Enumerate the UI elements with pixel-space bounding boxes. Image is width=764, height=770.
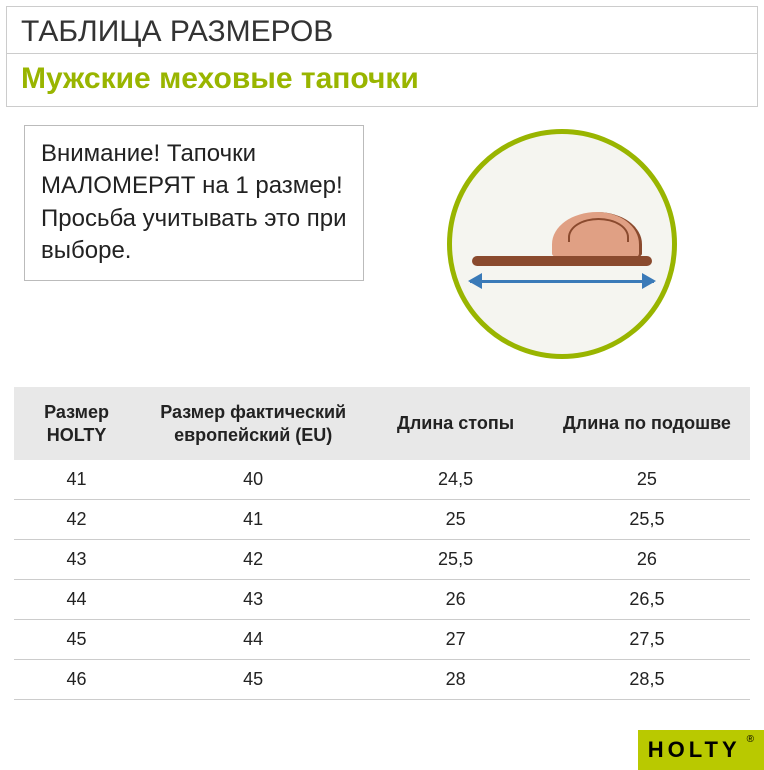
header-box: ТАБЛИЦА РАЗМЕРОВ Мужские меховые тапочки	[6, 6, 758, 107]
title-row: ТАБЛИЦА РАЗМЕРОВ	[7, 7, 757, 54]
table-row: 414024,525	[14, 460, 750, 500]
table-cell: 28	[367, 660, 544, 700]
table-cell: 44	[14, 580, 139, 620]
measurement-arrow-icon	[470, 280, 654, 283]
table-cell: 28,5	[544, 660, 750, 700]
table-cell: 46	[14, 660, 139, 700]
table-cell: 25,5	[367, 540, 544, 580]
col-header-holty: Размер HOLTY	[14, 387, 139, 460]
table-cell: 44	[139, 620, 367, 660]
table-header-row: Размер HOLTY Размер фактический европейс…	[14, 387, 750, 460]
info-section: Внимание! Тапочки МАЛОМЕРЯТ на 1 размер!…	[0, 107, 764, 369]
brand-logo: HOLTY	[648, 737, 741, 763]
slipper-sole-icon	[472, 256, 652, 266]
slipper-upper-icon	[552, 212, 642, 258]
table-cell: 26	[544, 540, 750, 580]
table-row: 45442727,5	[14, 620, 750, 660]
logo-bar: HOLTY ®	[638, 730, 764, 770]
table-head: Размер HOLTY Размер фактический европейс…	[14, 387, 750, 460]
page-subtitle: Мужские меховые тапочки	[21, 62, 743, 96]
table-cell: 43	[139, 580, 367, 620]
slipper-illustration	[447, 129, 677, 359]
warning-box: Внимание! Тапочки МАЛОМЕРЯТ на 1 размер!…	[24, 125, 364, 281]
table-cell: 25	[544, 460, 750, 500]
col-header-foot: Длина стопы	[367, 387, 544, 460]
table-cell: 42	[14, 500, 139, 540]
table-body: 414024,52542412525,5434225,52644432626,5…	[14, 460, 750, 700]
table-cell: 25,5	[544, 500, 750, 540]
table-cell: 42	[139, 540, 367, 580]
table-cell: 43	[14, 540, 139, 580]
table-cell: 25	[367, 500, 544, 540]
table-cell: 41	[14, 460, 139, 500]
table-row: 42412525,5	[14, 500, 750, 540]
illustration-wrap	[384, 125, 740, 359]
registered-mark: ®	[747, 734, 754, 745]
subtitle-row: Мужские меховые тапочки	[7, 54, 757, 106]
table-cell: 41	[139, 500, 367, 540]
col-header-sole: Длина по подошве	[544, 387, 750, 460]
table-cell: 26,5	[544, 580, 750, 620]
table-row: 434225,526	[14, 540, 750, 580]
table-cell: 26	[367, 580, 544, 620]
table-cell: 40	[139, 460, 367, 500]
warning-text: Внимание! Тапочки МАЛОМЕРЯТ на 1 размер!…	[41, 140, 346, 264]
page-title: ТАБЛИЦА РАЗМЕРОВ	[21, 15, 743, 49]
table-cell: 24,5	[367, 460, 544, 500]
table-row: 46452828,5	[14, 660, 750, 700]
table-cell: 45	[14, 620, 139, 660]
table-cell: 27,5	[544, 620, 750, 660]
size-table: Размер HOLTY Размер фактический европейс…	[14, 387, 750, 700]
table-cell: 45	[139, 660, 367, 700]
col-header-eu: Размер фактический европейский (EU)	[139, 387, 367, 460]
table-row: 44432626,5	[14, 580, 750, 620]
table-cell: 27	[367, 620, 544, 660]
